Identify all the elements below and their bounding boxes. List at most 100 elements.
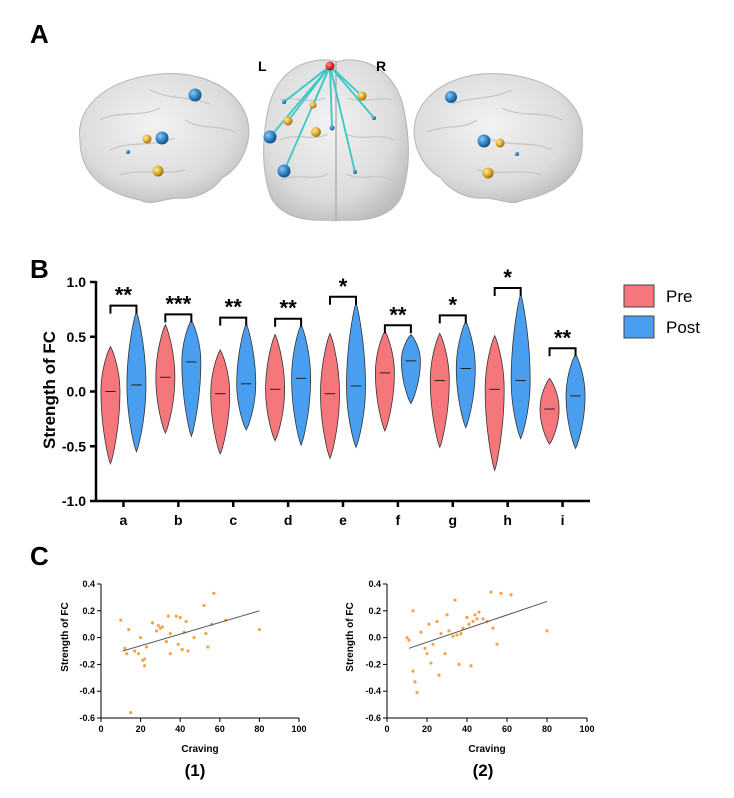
panel-label-a: A — [30, 19, 49, 49]
scatter-x-tick-label: 80 — [254, 724, 264, 734]
scatter-y-tick-label: 0.0 — [82, 633, 95, 643]
scatter-x-tick-label: 20 — [422, 724, 432, 734]
scatter-point — [439, 631, 443, 636]
scatter-point — [455, 633, 459, 637]
scatter-point — [137, 652, 141, 656]
scatter-plot-2: Strength of FC Craving (2) 0.4 0.2 0.0 -0.2… — [345, 579, 595, 780]
scatter-point — [156, 623, 161, 628]
scatter-point — [451, 634, 455, 638]
scatter-y-tick-label: 0.4 — [82, 579, 95, 589]
scatter-point — [419, 630, 423, 634]
scatter-point — [457, 662, 461, 667]
x-tick-label: d — [284, 512, 293, 528]
scatter-point — [461, 626, 465, 630]
scatter2-y-title: Strength of FC — [345, 602, 356, 671]
scatter-point — [489, 590, 493, 594]
scatter-point — [133, 649, 137, 653]
node-gold — [357, 91, 367, 101]
violin-pre — [429, 332, 450, 449]
scatter-y-tick-label: -0.2 — [79, 659, 95, 669]
scatter-y-tick-label: 0.2 — [82, 606, 95, 616]
legend-label-post: Post — [666, 318, 700, 337]
legend: Pre Post — [623, 284, 700, 339]
node-gold — [152, 165, 164, 177]
x-tick-label: h — [503, 512, 512, 528]
scatter-point — [427, 622, 431, 626]
violin-pre — [100, 345, 121, 466]
left-hemisphere-label: L — [258, 58, 267, 74]
brain-right-lateral — [413, 72, 583, 204]
scatter-x-tick-label: 60 — [215, 724, 225, 734]
node-gold — [142, 134, 152, 144]
scatter-point — [154, 629, 159, 633]
node-blue — [372, 116, 376, 120]
violin-pre — [484, 334, 505, 472]
violin-post — [400, 333, 421, 405]
violin-post — [126, 310, 147, 453]
significance-bracket — [383, 324, 412, 334]
significance-bracket — [493, 287, 522, 297]
scatter1-caption: (1) — [185, 761, 206, 780]
significance-label: ** — [280, 296, 298, 321]
violin-pre — [210, 349, 231, 455]
scatter-point — [180, 648, 184, 652]
scatter-x-tick-label: 100 — [579, 724, 594, 734]
violin-post — [291, 323, 312, 447]
scatter-point — [206, 645, 210, 649]
violin-pre — [265, 333, 286, 442]
violin-post — [510, 292, 531, 440]
scatter-plot-1: Strength of FC Craving (1) 0.4 0.2 0.0 -0.2… — [60, 579, 307, 780]
scatter-point — [495, 642, 499, 646]
significance-bracket — [274, 317, 303, 327]
scatter-point — [491, 626, 495, 630]
node-red-seed — [325, 61, 335, 71]
scatter-point — [475, 617, 479, 621]
scatter-point — [407, 638, 411, 642]
regression-line — [408, 600, 548, 649]
scatter-point — [469, 664, 473, 668]
node-blue — [277, 164, 291, 178]
scatter-point — [425, 652, 429, 656]
violin-pre — [539, 377, 560, 445]
panel-label-c: C — [30, 541, 49, 571]
node-gold — [309, 101, 317, 109]
scatter-point — [405, 636, 409, 640]
scatter-y-tick-label: -0.6 — [79, 713, 95, 723]
significance-label: ** — [115, 283, 133, 308]
scatter-point — [212, 591, 216, 595]
significance-bracket — [329, 295, 357, 305]
node-gold — [482, 167, 494, 179]
violin-post — [181, 319, 202, 438]
y-tick-label: -1.0 — [62, 493, 86, 509]
legend-label-pre: Pre — [666, 287, 692, 306]
significance-label: ** — [389, 302, 407, 327]
node-blue — [515, 152, 519, 156]
scatter-point — [545, 629, 549, 633]
scatter-point — [150, 621, 155, 625]
scatter1-x-title: Craving — [181, 744, 218, 755]
significance-label: * — [448, 292, 457, 317]
scatter-point — [453, 598, 457, 602]
significance-bracket — [548, 347, 577, 357]
scatter-y-tick-label: 0.0 — [368, 633, 381, 643]
violin-post — [565, 353, 586, 450]
violin-post — [346, 301, 366, 449]
x-tick-label: i — [561, 512, 565, 528]
scatter-y-tick-label: -0.2 — [365, 659, 381, 669]
significance-label: ** — [225, 295, 243, 320]
scatter-point — [499, 591, 503, 595]
node-blue — [263, 130, 277, 144]
scatter-y-tick-label: 0.4 — [368, 579, 381, 589]
significance-bracket — [438, 314, 467, 324]
scatter-x-tick-label: 40 — [462, 724, 472, 734]
scatter-point — [127, 627, 131, 632]
regression-line — [122, 610, 260, 652]
scatter-point — [481, 617, 485, 621]
scatter-x-tick-label: 100 — [291, 724, 306, 734]
scatter-point — [139, 636, 143, 640]
violin-pre — [374, 330, 395, 432]
scatter-point — [423, 646, 427, 650]
scatter-point — [465, 615, 469, 620]
scatter-point — [202, 603, 206, 608]
x-tick-label: e — [339, 512, 347, 528]
